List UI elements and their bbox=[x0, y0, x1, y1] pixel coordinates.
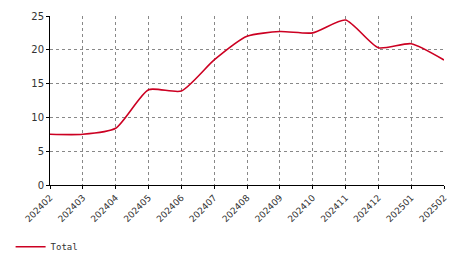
svg-text:202409: 202409 bbox=[253, 193, 285, 225]
svg-text:Total: Total bbox=[51, 242, 78, 252]
svg-text:10: 10 bbox=[31, 112, 44, 123]
svg-text:202405: 202405 bbox=[122, 193, 153, 224]
svg-text:202407: 202407 bbox=[187, 193, 218, 224]
svg-text:202404: 202404 bbox=[89, 193, 121, 225]
svg-text:202411: 202411 bbox=[319, 193, 350, 224]
svg-text:202501: 202501 bbox=[384, 193, 415, 224]
svg-text:202406: 202406 bbox=[155, 193, 187, 225]
svg-text:202402: 202402 bbox=[23, 193, 54, 224]
svg-text:202412: 202412 bbox=[352, 193, 383, 224]
svg-text:202410: 202410 bbox=[286, 193, 318, 225]
svg-text:0: 0 bbox=[38, 180, 44, 191]
svg-text:5: 5 bbox=[38, 146, 44, 157]
svg-text:20: 20 bbox=[31, 44, 44, 55]
svg-text:25: 25 bbox=[31, 11, 44, 22]
svg-text:202403: 202403 bbox=[56, 193, 87, 224]
svg-text:202408: 202408 bbox=[220, 193, 252, 225]
svg-text:202502: 202502 bbox=[417, 193, 448, 224]
svg-text:15: 15 bbox=[31, 78, 44, 89]
